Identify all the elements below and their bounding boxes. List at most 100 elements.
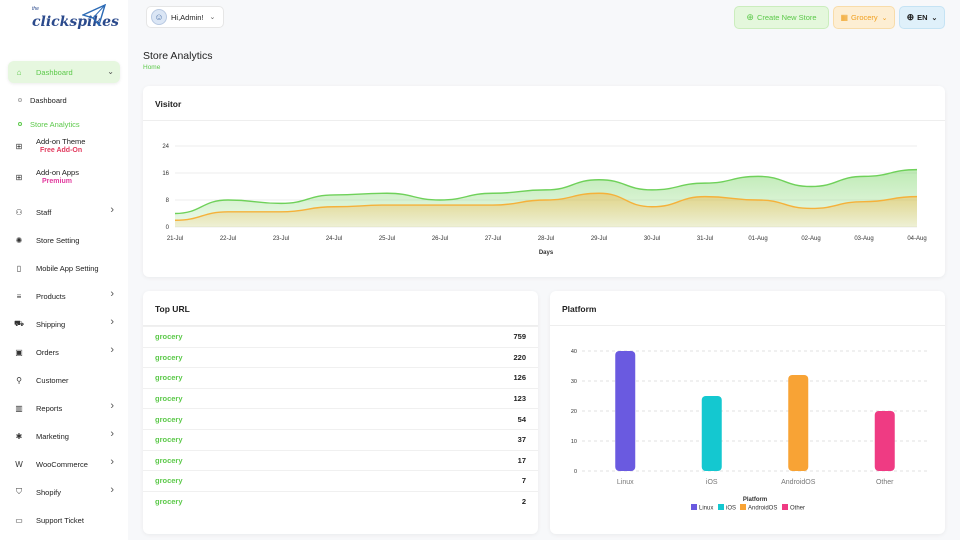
user-greeting: Hi,Admin! — [171, 12, 204, 22]
url-count: 759 — [513, 332, 526, 342]
sidebar-item-staff[interactable]: ⚇ Staff › — [8, 201, 120, 223]
megaphone-icon: ✱ — [15, 431, 23, 441]
sidebar-item-orders[interactable]: ▣ Orders › — [8, 341, 120, 363]
grid-icon: ⊞ — [15, 172, 23, 182]
sidebar-item-label: Add-on Theme — [36, 136, 86, 146]
y-tick-label: 20 — [571, 409, 577, 415]
top-url-title: Top URL — [155, 304, 190, 314]
table-row: grocery 37 — [143, 429, 538, 450]
y-tick-label: 30 — [571, 379, 577, 385]
brand-logo[interactable]: the clickspikes — [26, 4, 119, 40]
sidebar-item-reports[interactable]: ▥ Reports › — [8, 397, 120, 419]
top-url-card: Top URL grocery 759 grocery 220 grocery 126 gr… — [143, 291, 538, 534]
table-row: grocery 123 — [143, 387, 538, 409]
x-tick-label: 02-Aug — [801, 236, 820, 242]
subnav-item-dashboard[interactable]: Dashboard — [18, 93, 67, 107]
y-tick-label: 40 — [571, 349, 577, 355]
x-tick-label: 22-Jul — [220, 236, 236, 242]
sidebar-item-woocommerce[interactable]: W WooCommerce › — [8, 453, 120, 475]
series-line-0 — [174, 168, 918, 215]
truck-icon: ⛟ — [13, 319, 25, 328]
sidebar-item-add-on-apps[interactable]: ⊞ Add-on Apps Premium — [8, 166, 120, 188]
url-count: 2 — [521, 497, 526, 507]
y-tick-label: 16 — [162, 171, 169, 177]
mobile-icon: ▯ — [16, 263, 22, 273]
legend-label: AndroidOS — [748, 506, 777, 512]
url-name[interactable]: grocery — [155, 414, 183, 424]
url-count: 17 — [517, 455, 526, 465]
url-count: 54 — [517, 414, 526, 424]
chevron-down-icon: ⌄ — [931, 14, 938, 22]
store-selector[interactable]: ▦ Grocery ⌄ — [833, 6, 895, 29]
url-name[interactable]: grocery — [155, 455, 183, 465]
sidebar-item-products[interactable]: ≡ Products › — [8, 285, 120, 307]
sidebar-item-label: Shipping — [36, 319, 66, 329]
woo-icon: W — [15, 459, 23, 469]
bullet-icon — [18, 122, 22, 126]
url-count: 126 — [513, 373, 526, 383]
sidebar-item-marketing[interactable]: ✱ Marketing › — [8, 425, 120, 447]
table-row: grocery 7 — [143, 470, 538, 491]
users-icon: ⚇ — [15, 207, 23, 217]
chevron-right-icon: › — [110, 400, 114, 412]
sidebar-item-shipping[interactable]: ⛟ Shipping › — [8, 313, 120, 335]
chevron-right-icon: › — [110, 484, 114, 496]
sidebar-item-label: Products — [36, 291, 66, 301]
sidebar-item-dashboard[interactable]: ⌂ Dashboard ⌄ — [8, 61, 120, 83]
table-row: grocery 17 — [143, 449, 538, 471]
list-icon: ≡ — [16, 291, 22, 301]
platform-card: Platform 0 10 20 30 40 Linux iOS AndroidOS Other… — [550, 291, 945, 534]
language-selector[interactable]: ⊕ EN ⌄ — [899, 6, 945, 29]
series-area-1 — [175, 193, 917, 227]
table-row: grocery 220 — [143, 346, 538, 368]
user-menu[interactable]: ☺ Hi,Admin! ⌄ — [146, 6, 225, 28]
x-tick-label: AndroidOS — [781, 479, 816, 486]
x-tick-label: 01-Aug — [748, 236, 767, 242]
user-icon: ⚲ — [16, 375, 22, 385]
y-tick-label: 0 — [166, 225, 170, 231]
url-name[interactable]: grocery — [155, 497, 183, 507]
y-tick-label: 24 — [162, 144, 169, 150]
y-tick-label: 0 — [574, 469, 577, 475]
globe-icon: ⊕ — [906, 12, 915, 22]
x-tick-label: 25-Jul — [379, 236, 395, 242]
url-name[interactable]: grocery — [155, 373, 183, 383]
sidebar-item-support-ticket[interactable]: ▭ Support Ticket — [8, 509, 120, 531]
sidebar-item-customer[interactable]: ⚲ Customer — [8, 369, 120, 391]
legend-label: Other — [790, 506, 805, 512]
legend-swatch — [740, 504, 746, 510]
chevron-right-icon: › — [110, 288, 114, 300]
sidebar-item-label: Store Setting — [36, 235, 80, 245]
chevron-right-icon: › — [110, 428, 114, 440]
card-divider — [550, 325, 945, 326]
settings-icon: ✺ — [15, 235, 23, 245]
sidebar-item-label: Mobile App Setting — [36, 263, 99, 273]
url-name[interactable]: grocery — [155, 352, 183, 362]
sidebar-item-add-on-theme[interactable]: ⊞ Add-on Theme Free Add-On — [8, 135, 120, 157]
table-row: grocery 759 — [143, 326, 538, 347]
sidebar-item-label: Shopify — [36, 487, 62, 497]
url-name[interactable]: grocery — [155, 332, 183, 342]
url-name[interactable]: grocery — [155, 435, 183, 445]
chevron-right-icon: › — [110, 204, 114, 216]
sidebar-item-mobile-app-setting[interactable]: ▯ Mobile App Setting — [8, 257, 120, 279]
sidebar-item-label: WooCommerce — [36, 459, 88, 469]
create-store-button[interactable]: ⊕ Create New Store — [734, 6, 829, 29]
x-tick-label: 04-Aug — [907, 236, 926, 242]
breadcrumb[interactable]: Home — [143, 64, 161, 71]
subnav-item-store-analytics[interactable]: Store Analytics — [18, 117, 80, 131]
url-count: 37 — [517, 435, 526, 445]
chevron-right-icon: › — [110, 316, 114, 328]
sidebar-item-shopify[interactable]: ⛉ Shopify › — [8, 481, 120, 503]
chart-icon: ▥ — [15, 403, 23, 413]
url-name[interactable]: grocery — [155, 476, 183, 486]
url-name[interactable]: grocery — [155, 394, 183, 404]
x-axis-label: Days — [539, 250, 554, 256]
x-tick-label: 30-Jul — [644, 236, 660, 242]
box-icon: ▣ — [15, 347, 23, 357]
url-count: 7 — [521, 476, 526, 486]
sidebar-item-store-setting[interactable]: ✺ Store Setting — [8, 229, 120, 251]
sidebar-item-label: Reports — [36, 403, 63, 413]
url-count: 220 — [513, 352, 526, 362]
visitor-chart: 0 8 16 24 21-Jul 22-Jul 23-Jul 24-Jul 25-Jul 26-J… — [162, 144, 926, 256]
